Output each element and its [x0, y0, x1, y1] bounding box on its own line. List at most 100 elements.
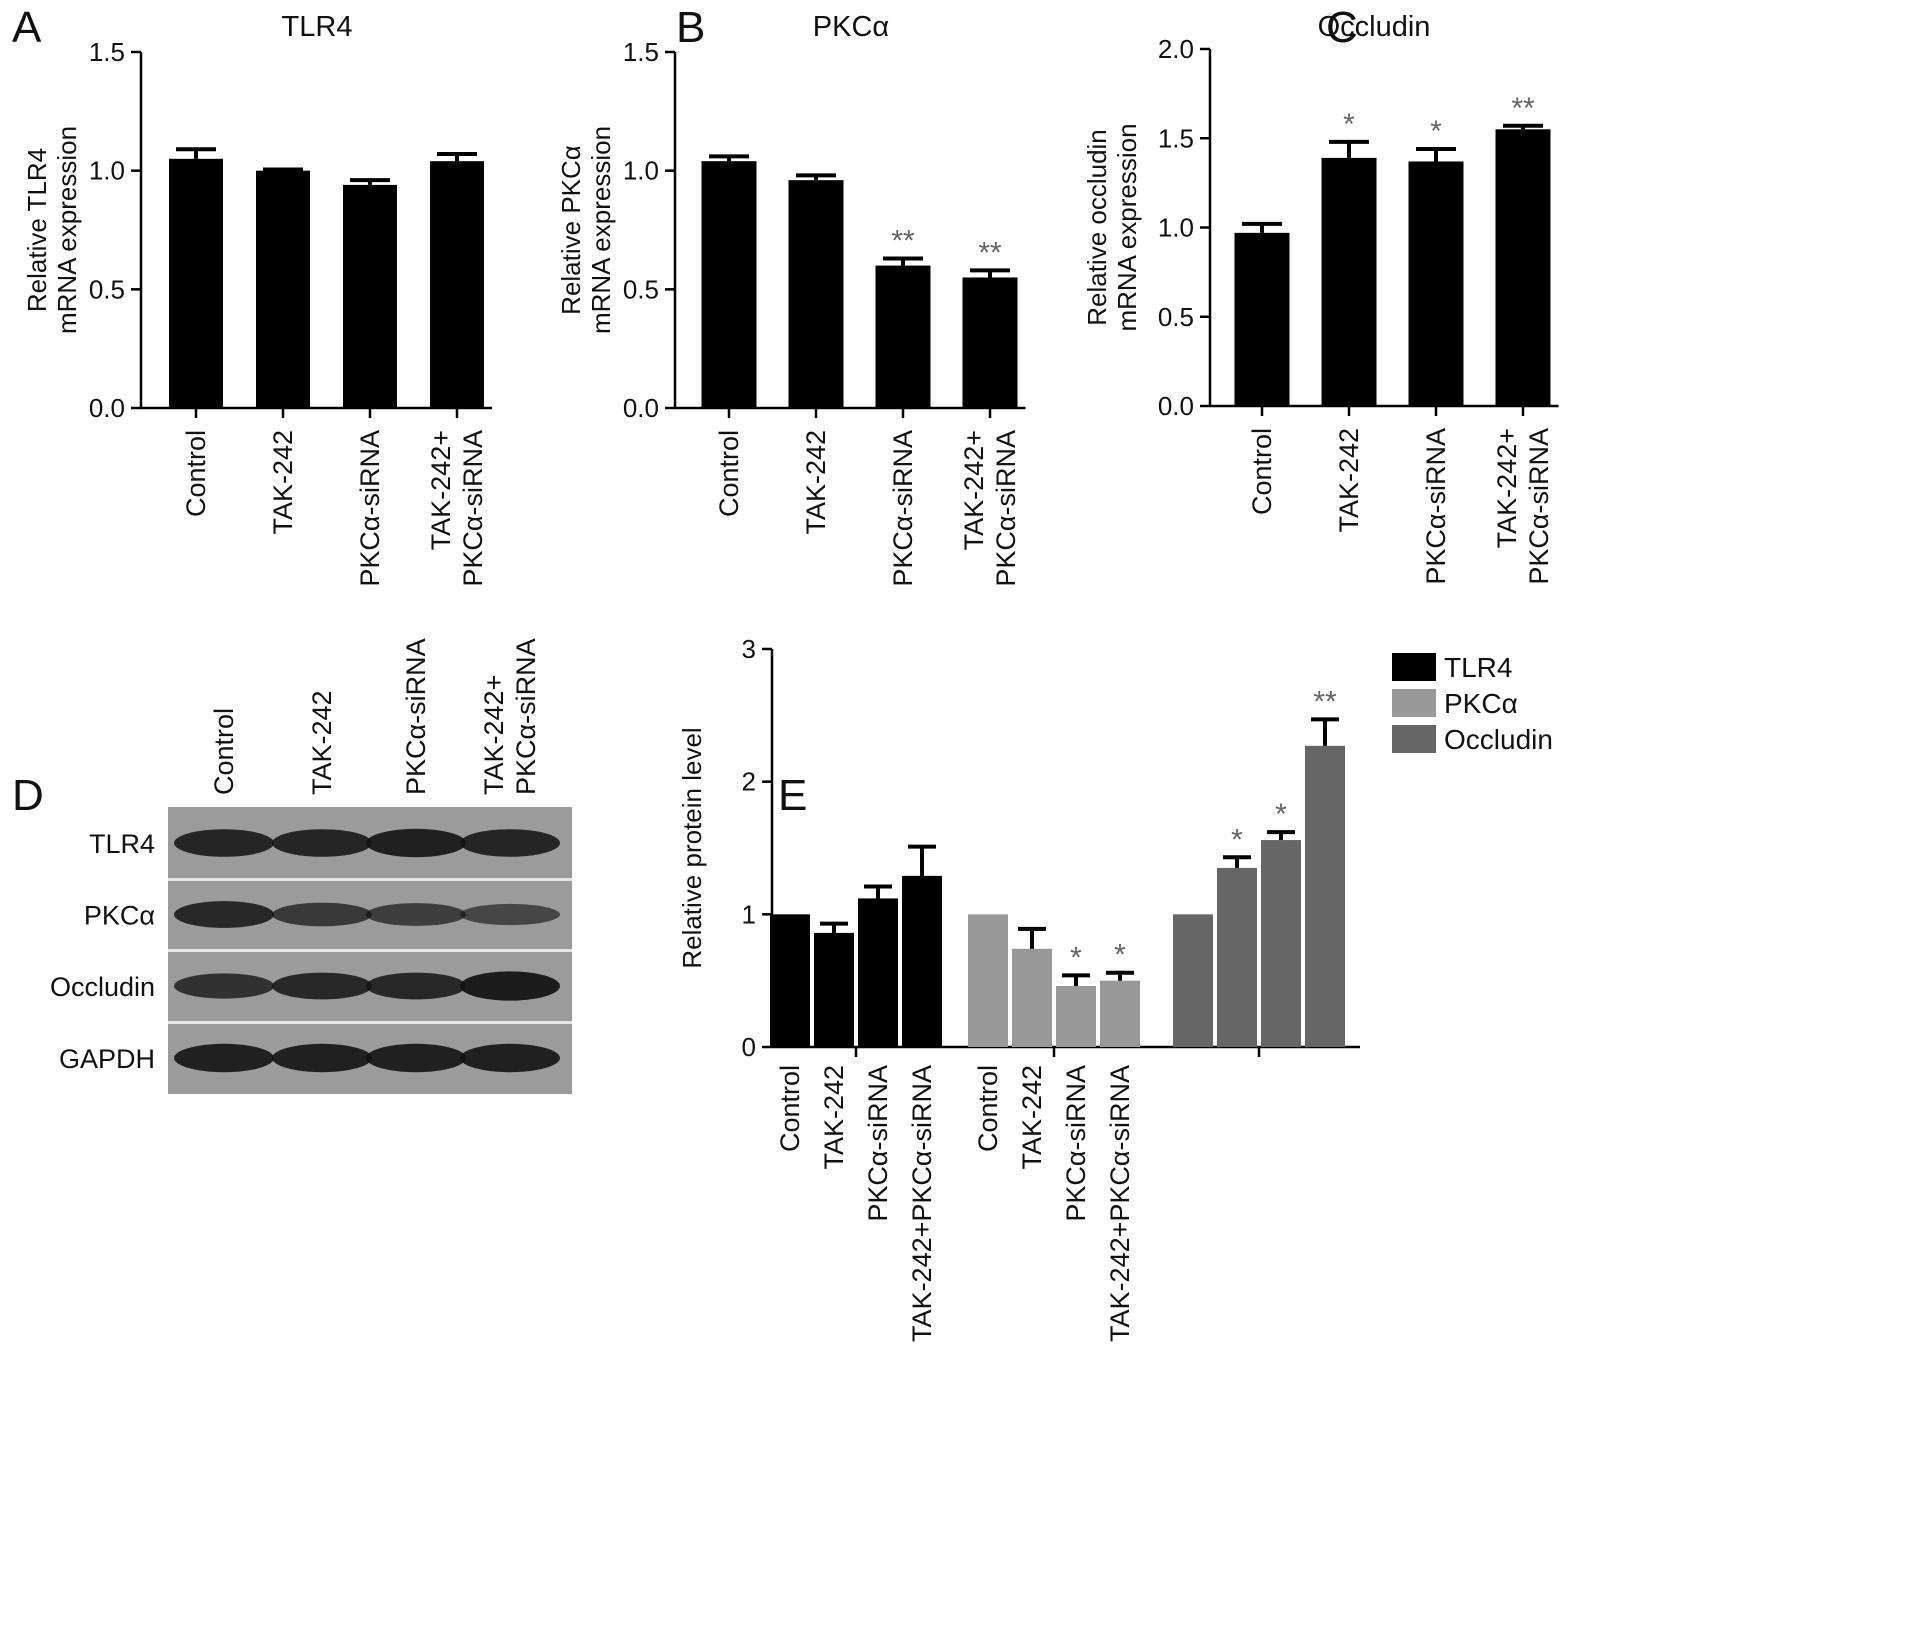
- y-tick-label: 1.0: [1158, 213, 1194, 243]
- bar-occludin-tak-242-pkca-sirna: [1305, 745, 1345, 1047]
- bar-tlr4-tak-242: [814, 932, 854, 1047]
- bar-tak-242: [1321, 157, 1377, 406]
- y-tick-label: 2.0: [1158, 34, 1194, 64]
- y-tick-label: 3: [742, 634, 756, 664]
- blot-lane-label-control: Control: [209, 708, 239, 795]
- y-tick-label: 0.0: [89, 393, 125, 423]
- blot-row-separator: [168, 1021, 572, 1024]
- blot-band: [366, 903, 466, 926]
- x-tick-label-control: Control: [775, 1065, 805, 1152]
- blot-row-label-tlr4: TLR4: [89, 829, 155, 859]
- y-tick-label: 2: [742, 767, 756, 797]
- y-tick-label: 1.0: [623, 156, 659, 186]
- chart-title: Occludin: [1318, 11, 1431, 43]
- blot-lane-label-tak-242: TAK-242: [307, 690, 337, 795]
- significance-marker: **: [1511, 92, 1535, 125]
- blot-band: [174, 1043, 274, 1073]
- significance-marker: *: [1231, 823, 1243, 856]
- blot-band: [272, 829, 372, 857]
- legend-swatch-pkca: [1392, 689, 1436, 717]
- panel-letter-b: B: [676, 3, 705, 52]
- blot-lane-label-pkca-sirna: PKCα-siRNA: [401, 638, 431, 795]
- x-tick-label: TAK-242+PKCα-siRNA: [426, 430, 488, 587]
- chart-title: PKCα: [813, 11, 889, 43]
- bar-tak-242: [788, 180, 844, 408]
- x-tick-label: Control: [714, 430, 744, 517]
- blot-band: [174, 973, 274, 999]
- y-tick-label: 1: [742, 899, 756, 929]
- chart-title: TLR4: [282, 11, 353, 43]
- bar-pkca-sirna: [1408, 161, 1464, 406]
- y-tick-label: 0.0: [623, 393, 659, 423]
- legend-swatch-tlr4: [1392, 653, 1436, 681]
- bar-pkca-pkca-sirna: [1056, 985, 1096, 1047]
- bar-pkca-sirna: [875, 265, 931, 408]
- legend-swatch-occludin: [1392, 725, 1436, 753]
- blot-row-label-pkca: PKCα: [84, 901, 155, 931]
- legend-label-occludin: Occludin: [1444, 724, 1553, 755]
- x-tick-label: PKCα-siRNA: [888, 430, 918, 587]
- blot-row-separator: [168, 949, 572, 952]
- x-tick-label: TAK-242: [1334, 428, 1364, 533]
- bar-tak-242: [256, 170, 310, 408]
- chart-c-occludin-mrna: Occludin 0.0 0.5 1.0 1.5 2.0 Relative occludin…: [1082, 11, 1559, 585]
- x-tick-label: TAK-242+PKCα-siRNA: [959, 430, 1021, 587]
- blot-band: [366, 1043, 466, 1073]
- significance-marker: **: [978, 236, 1002, 269]
- chart-a-tlr4-mrna: TLR4 0.0 0.5 1.0 1.5 Relative TLR4mRNA expres…: [22, 11, 492, 587]
- blot-row-separator: [168, 878, 572, 881]
- bar-tak-242-pkca-sirna: [962, 277, 1018, 408]
- bar-control: [1234, 232, 1290, 406]
- panel-letter-a: A: [12, 3, 42, 52]
- significance-marker: *: [1114, 939, 1126, 972]
- bar-control: [701, 161, 757, 408]
- bar-occludin-control: [1173, 914, 1213, 1047]
- blot-lane-label-tak-242-pkca-sirna: TAK-242+PKCα-siRNA: [479, 638, 541, 795]
- x-tick-label: TAK-242+PKCα-siRNA: [1492, 428, 1554, 585]
- x-tick-label-pkca-sirna: PKCα-siRNA: [1061, 1065, 1091, 1222]
- y-tick-label: 0.5: [623, 274, 659, 304]
- blot-band: [366, 972, 466, 1000]
- x-tick-label: Control: [181, 430, 211, 517]
- significance-marker: *: [1343, 108, 1355, 141]
- blot-band: [272, 902, 372, 927]
- x-tick-label-pkca-sirna: PKCα-siRNA: [863, 1065, 893, 1222]
- y-tick-label: 0.5: [89, 274, 125, 304]
- bar-tak-242-pkca-sirna: [1495, 129, 1551, 406]
- y-axis-label: Relative TLR4mRNA expression: [22, 126, 82, 334]
- bar-tlr4-control: [770, 914, 810, 1047]
- x-tick-label: PKCα-siRNA: [1421, 428, 1451, 585]
- blot-band: [366, 828, 466, 858]
- x-tick-label: PKCα-siRNA: [355, 430, 385, 587]
- blot-band: [460, 903, 560, 926]
- significance-marker: **: [1313, 685, 1337, 718]
- bar-pkca-tak-242: [1012, 948, 1052, 1047]
- blot-band: [272, 1043, 372, 1073]
- x-tick-label: TAK-242: [801, 430, 831, 535]
- x-tick-label: Control: [1247, 428, 1277, 515]
- bar-occludin-tak-242: [1217, 867, 1257, 1047]
- bar-tak-242-pkca-sirna: [430, 161, 484, 408]
- y-axis-label: Relative protein level: [677, 727, 707, 968]
- y-tick-label: 0.0: [1158, 391, 1194, 421]
- x-tick-label-tak-242: TAK-242: [819, 1065, 849, 1170]
- significance-marker: *: [1275, 798, 1287, 831]
- legend: TLR4 PKCα Occludin: [1392, 652, 1553, 755]
- x-tick-label-tak-242-pkca-sirna: TAK-242+PKCα-siRNA: [1105, 1065, 1135, 1342]
- x-tick-label-tak-242: TAK-242: [1017, 1065, 1047, 1170]
- blot-row-label-gapdh: GAPDH: [59, 1044, 155, 1074]
- bar-occludin-pkca-sirna: [1261, 840, 1301, 1047]
- panel-letter-e: E: [778, 771, 807, 820]
- chart-b-pkca-mrna: PKCα 0.0 0.5 1.0 1.5 Relative PKCαmRNA expres…: [556, 11, 1026, 587]
- blot-band: [174, 829, 274, 857]
- blot-band: [460, 1043, 560, 1073]
- bar-pkca-control: [968, 914, 1008, 1047]
- y-tick-label: 1.0: [89, 156, 125, 186]
- panel-letter-d: D: [12, 771, 44, 820]
- bar-tlr4-tak-242-pkca-sirna: [902, 875, 942, 1047]
- blot-band: [460, 829, 560, 857]
- y-tick-label: 1.5: [1158, 123, 1194, 153]
- y-axis-label: Relative occludinmRNA expression: [1082, 123, 1142, 331]
- chart-e-protein-levels: 0 1 2 3 Relative protein level Control TAK-242…: [677, 634, 1553, 1342]
